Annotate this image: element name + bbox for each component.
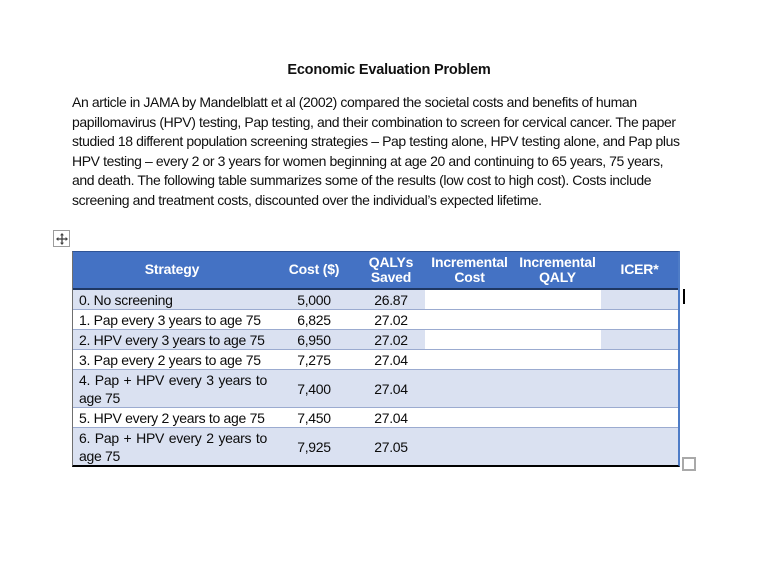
table-row: 4. Pap + HPV every 3 years to age 75 7,40… [73, 369, 678, 407]
cell-qalys[interactable]: 27.04 [374, 380, 408, 397]
cell-icer[interactable] [601, 310, 678, 329]
cell-inc_cost[interactable] [425, 408, 514, 427]
intro-line: screening and treatment costs, discounte… [72, 191, 542, 208]
cell-strategy[interactable]: 1. Pap every 3 years to age 75 [79, 311, 261, 328]
table-row: 2. HPV every 3 years to age 75 6,950 27.02 [73, 329, 678, 349]
intro-line: studied 18 different population screenin… [72, 133, 680, 150]
intro-paragraph: An article in JAMA by Mandelblatt et al … [72, 93, 732, 211]
cell-strategy[interactable]: 0. No screening [79, 291, 173, 308]
text-caret [683, 289, 685, 304]
intro-line: papillomavirus (HPV) testing, Pap testin… [72, 113, 676, 130]
cell-cost[interactable]: 5,000 [297, 291, 331, 308]
cell-inc_qaly[interactable] [514, 428, 601, 465]
cell-strategy[interactable]: 2. HPV every 3 years to age 75 [79, 331, 265, 348]
cell-qalys[interactable]: 27.04 [374, 409, 408, 426]
cell-strategy[interactable]: 4. Pap + HPV every 3 years to age 75 [79, 372, 267, 406]
column-header-qalys[interactable]: QALYs Saved [368, 253, 414, 285]
cell-cost[interactable]: 7,450 [297, 409, 331, 426]
cell-inc_qaly[interactable] [514, 370, 601, 407]
cell-qalys[interactable]: 26.87 [374, 291, 408, 308]
cell-inc_qaly[interactable] [514, 330, 601, 349]
cell-inc_cost[interactable] [425, 330, 514, 349]
cell-icer[interactable] [601, 350, 678, 369]
four-way-arrow-icon [55, 232, 68, 245]
cell-cost[interactable]: 6,825 [297, 311, 331, 328]
cell-inc_cost[interactable] [425, 290, 514, 309]
results-table-body: 0. No screening 5,000 26.87 1. Pap every 3 … [73, 290, 678, 465]
cell-inc_qaly[interactable] [514, 350, 601, 369]
cell-inc_cost[interactable] [425, 310, 514, 329]
cell-icer[interactable] [601, 290, 678, 309]
column-header-inc_qaly[interactable]: Incremental QALY [519, 253, 596, 285]
cell-qalys[interactable]: 27.02 [374, 311, 408, 328]
column-header-cost[interactable]: Cost ($) [288, 261, 340, 278]
cell-inc_cost[interactable] [425, 370, 514, 407]
cell-inc_qaly[interactable] [514, 408, 601, 427]
results-table: Strategy Cost ($) QALYs Saved Incremental C… [72, 251, 680, 467]
intro-line: and death. The following table summarize… [72, 172, 652, 189]
page-title: Economic Evaluation Problem [287, 62, 491, 78]
cell-qalys[interactable]: 27.05 [374, 438, 408, 455]
cell-icer[interactable] [601, 408, 678, 427]
cell-cost[interactable]: 7,275 [297, 351, 331, 368]
results-table-header: Strategy Cost ($) QALYs Saved Incremental C… [73, 252, 678, 290]
cell-strategy[interactable]: 3. Pap every 2 years to age 75 [79, 351, 261, 368]
column-header-strategy[interactable]: Strategy [144, 261, 200, 278]
cell-inc_qaly[interactable] [514, 290, 601, 309]
table-row: 5. HPV every 2 years to age 75 7,450 27.04 [73, 407, 678, 427]
column-header-inc_cost[interactable]: Incremental Cost [431, 253, 508, 285]
cell-inc_cost[interactable] [425, 428, 514, 465]
intro-line: An article in JAMA by Mandelblatt et al … [72, 94, 637, 110]
cell-strategy[interactable]: 6. Pap + HPV every 2 years to age 75 [79, 430, 267, 464]
cell-cost[interactable]: 7,925 [297, 438, 331, 455]
cell-inc_cost[interactable] [425, 350, 514, 369]
column-header-icer[interactable]: ICER* [620, 261, 659, 278]
table-resize-handle[interactable] [682, 457, 696, 471]
intro-line: HPV testing – every 2 or 3 years for wom… [72, 152, 664, 169]
table-row: 0. No screening 5,000 26.87 [73, 290, 678, 309]
cell-qalys[interactable]: 27.02 [374, 331, 408, 348]
cell-icer[interactable] [601, 428, 678, 465]
cell-inc_qaly[interactable] [514, 310, 601, 329]
cell-qalys[interactable]: 27.04 [374, 351, 408, 368]
cell-icer[interactable] [601, 370, 678, 407]
cell-strategy[interactable]: 5. HPV every 2 years to age 75 [79, 409, 265, 426]
cell-icer[interactable] [601, 330, 678, 349]
table-row: 3. Pap every 2 years to age 75 7,275 27.04 [73, 349, 678, 369]
table-row: 1. Pap every 3 years to age 75 6,825 27.02 [73, 309, 678, 329]
cell-cost[interactable]: 7,400 [297, 380, 331, 397]
cell-cost[interactable]: 6,950 [297, 331, 331, 348]
table-move-handle[interactable] [53, 230, 70, 247]
table-row: 6. Pap + HPV every 2 years to age 75 7,92… [73, 427, 678, 465]
